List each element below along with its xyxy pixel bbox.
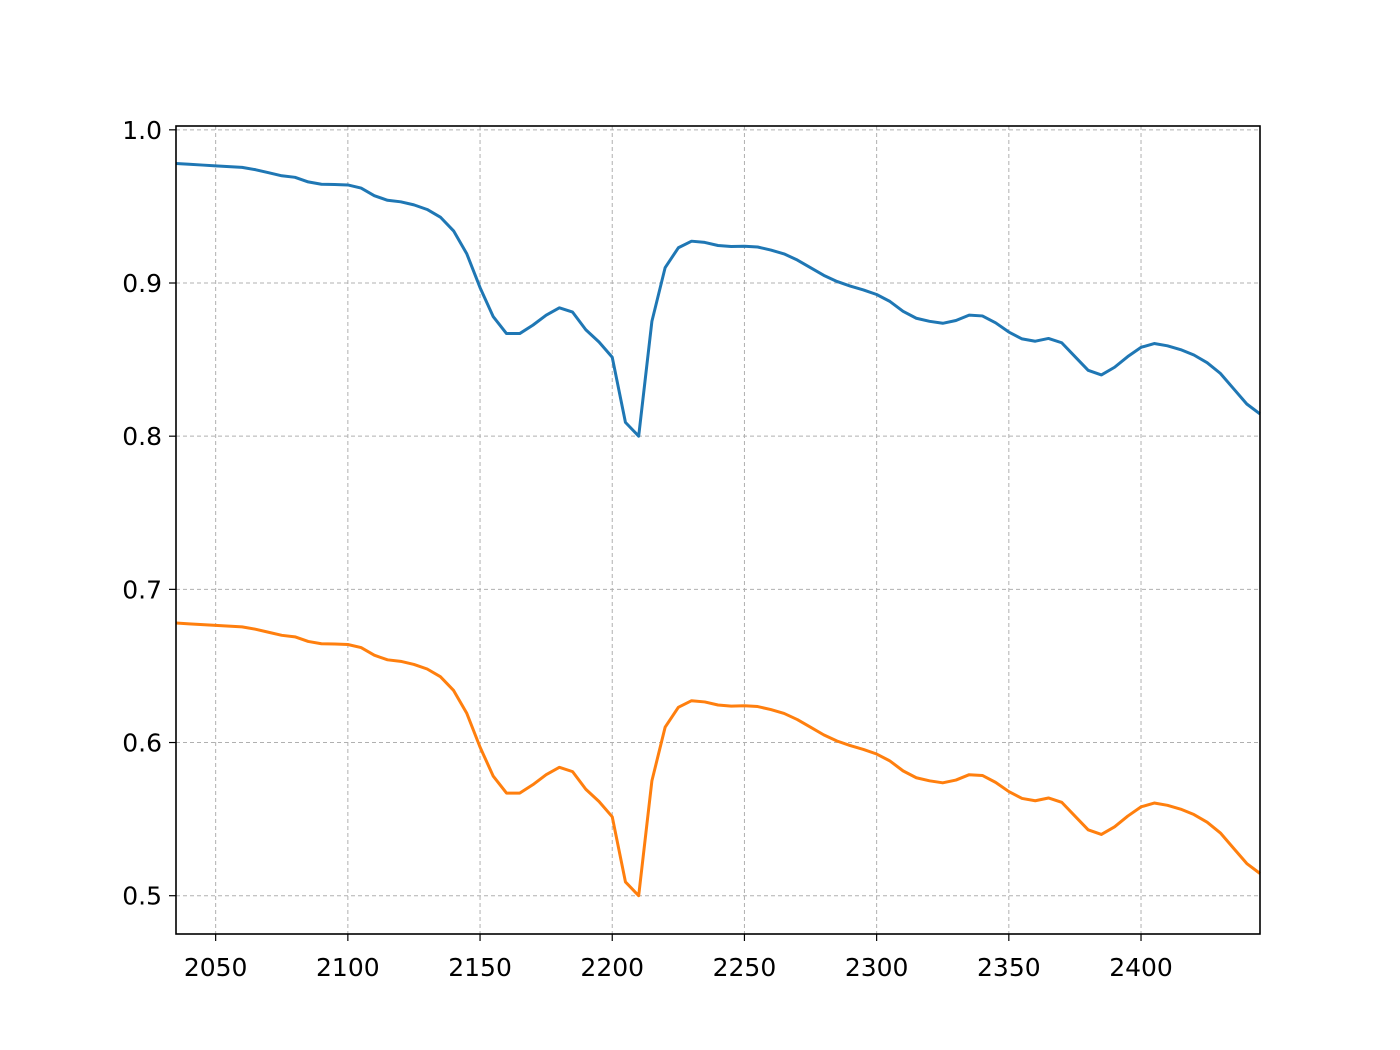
- x-tick-label: 2250: [713, 953, 777, 982]
- series-line-1: [175, 162, 1261, 438]
- series-layer: [175, 162, 1261, 898]
- y-tick-label: 1.0: [122, 116, 162, 145]
- x-tick-label: 2300: [845, 953, 909, 982]
- y-tick-label: 0.5: [122, 882, 162, 911]
- x-tick-label: 2350: [977, 953, 1041, 982]
- y-tick-label: 0.7: [122, 575, 162, 604]
- y-tick-label: 0.8: [122, 422, 162, 451]
- x-tick-label: 2200: [580, 953, 644, 982]
- plot-frame: [175, 125, 1261, 935]
- grid-layer: [176, 126, 1260, 934]
- x-tick-label: 2050: [184, 953, 248, 982]
- x-tick-label: 2100: [316, 953, 380, 982]
- y-tick-label: 0.6: [122, 729, 162, 758]
- x-tick-label: 2150: [448, 953, 512, 982]
- y-tick-label: 0.9: [122, 269, 162, 298]
- series-line-2: [175, 621, 1261, 898]
- tick-layer: 2050 2100 2150 2200 2250 2300 2350 2400 0.5 0.6 0.…: [122, 116, 1173, 982]
- x-tick-label: 2400: [1109, 953, 1173, 982]
